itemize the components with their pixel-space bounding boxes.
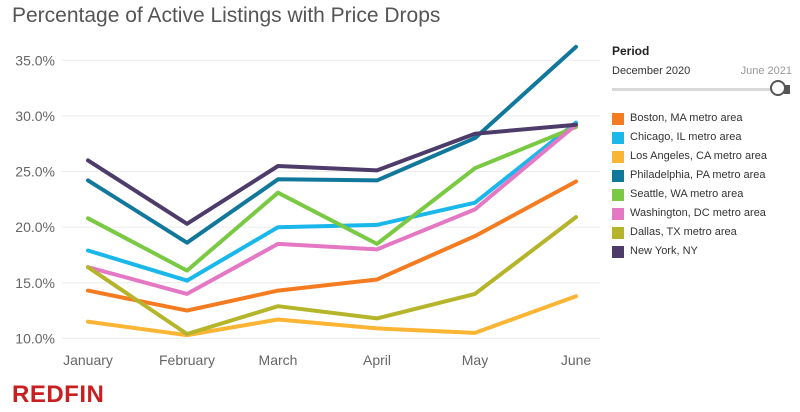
legend-swatch <box>612 170 624 182</box>
y-tick-label: 25.0% <box>15 164 55 180</box>
legend-label: Chicago, IL metro area <box>630 131 742 143</box>
y-tick-label: 30.0% <box>15 108 55 124</box>
redfin-logo: REDFIN <box>12 381 105 408</box>
x-tick-label: February <box>159 352 215 368</box>
x-axis: January February March April May June <box>63 352 591 368</box>
legend-swatch <box>612 246 624 258</box>
period-end-label: June 2021 <box>740 65 792 77</box>
legend-item[interactable]: Philadelphia, PA metro area <box>612 168 797 187</box>
legend-item[interactable]: Los Angeles, CA metro area <box>612 149 797 168</box>
y-tick-label: 20.0% <box>15 219 55 235</box>
legend-item[interactable]: Seattle, WA metro area <box>612 187 797 206</box>
chart-title: Percentage of Active Listings with Price… <box>12 4 441 27</box>
legend-label: Philadelphia, PA metro area <box>630 169 766 181</box>
series-line-boston-ma-metro-area[interactable] <box>86 179 578 313</box>
legend-swatch <box>612 113 624 125</box>
legend-swatch <box>612 151 624 163</box>
series-line-dallas-tx-metro-area[interactable] <box>86 215 578 336</box>
legend-label: Dallas, TX metro area <box>630 226 737 238</box>
period-filter: Period December 2020 June 2021 <box>612 44 797 96</box>
x-tick-label: March <box>259 352 298 368</box>
y-tick-label: 10.0% <box>15 330 55 346</box>
legend-item[interactable]: Dallas, TX metro area <box>612 225 797 244</box>
legend-label: Seattle, WA metro area <box>630 188 744 200</box>
legend-label: New York, NY <box>630 245 698 257</box>
series-layer <box>86 44 578 338</box>
period-start-label: December 2020 <box>612 65 691 77</box>
legend-label: Boston, MA metro area <box>630 112 743 124</box>
legend-swatch <box>612 208 624 220</box>
x-tick-label: April <box>363 352 391 368</box>
series-line-seattle-wa-metro-area[interactable] <box>86 125 578 273</box>
series-line-philadelphia-pa-metro-area[interactable] <box>86 44 578 245</box>
legend-swatch <box>612 132 624 144</box>
line-chart: 10.0% 15.0% 20.0% 25.0% 30.0% 35.0% January Fe… <box>15 44 600 368</box>
x-tick-label: May <box>462 352 488 368</box>
series-line-los-angeles-ca-metro-area[interactable] <box>86 294 578 338</box>
period-slider-track[interactable] <box>612 88 782 91</box>
x-tick-label: June <box>561 352 592 368</box>
grid-layer <box>62 59 600 339</box>
legend-item[interactable]: Chicago, IL metro area <box>612 130 797 149</box>
series-line-chicago-il-metro-area[interactable] <box>86 120 578 283</box>
legend-item[interactable]: New York, NY <box>612 244 797 263</box>
series-line-washington-dc-metro-area[interactable] <box>86 122 578 296</box>
legend-swatch <box>612 189 624 201</box>
y-tick-label: 15.0% <box>15 275 55 291</box>
legend-item[interactable]: Washington, DC metro area <box>612 206 797 225</box>
legend-swatch <box>612 227 624 239</box>
period-filter-title: Period <box>612 44 650 58</box>
chart-legend: Boston, MA metro area Chicago, IL metro a… <box>612 111 797 263</box>
legend-label: Los Angeles, CA metro area <box>630 150 767 162</box>
legend-item[interactable]: Boston, MA metro area <box>612 111 797 130</box>
period-range-labels: December 2020 June 2021 <box>612 65 797 81</box>
period-slider-handle-grip[interactable] <box>784 85 790 94</box>
series-line-new-york-ny[interactable] <box>86 122 578 226</box>
y-axis: 10.0% 15.0% 20.0% 25.0% 30.0% 35.0% <box>15 52 55 346</box>
legend-label: Washington, DC metro area <box>630 207 766 219</box>
x-tick-label: January <box>63 352 113 368</box>
y-tick-label: 35.0% <box>15 52 55 68</box>
